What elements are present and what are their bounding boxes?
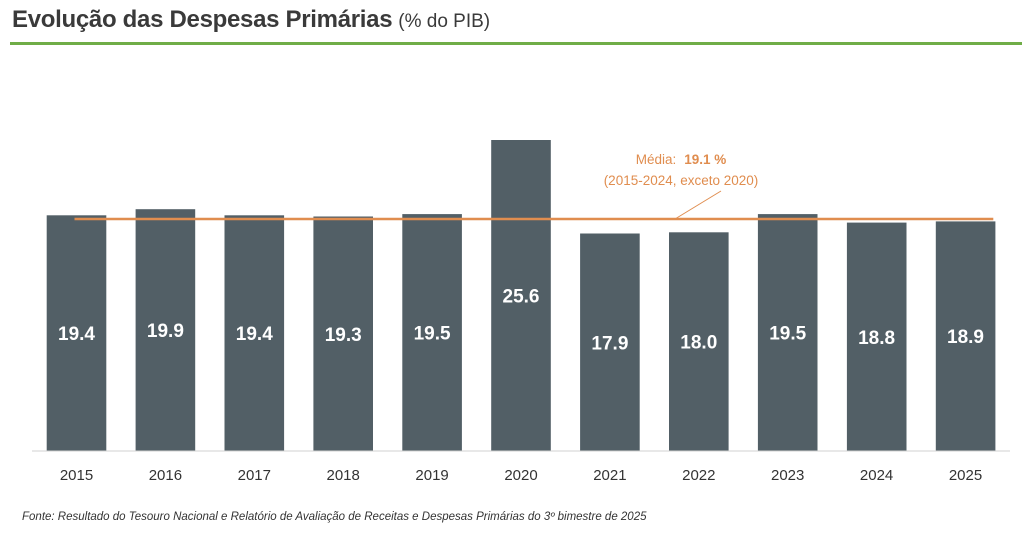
bar-value-label: 18.0 [680, 333, 717, 354]
average-label-note: (2015-2024, exceto 2020) [604, 173, 759, 188]
x-tick-label: 2025 [949, 467, 982, 484]
x-tick-label: 2022 [682, 467, 715, 484]
bar-2022 [669, 232, 729, 451]
x-tick-label: 2021 [593, 467, 626, 484]
bar-value-label: 19.9 [147, 321, 184, 342]
x-tick-label: 2017 [238, 467, 271, 484]
source-note: Fonte: Resultado do Tesouro Nacional e R… [22, 511, 647, 523]
bar-value-label: 19.4 [236, 324, 273, 345]
bar-value-label: 19.3 [325, 325, 362, 346]
x-tick-label: 2024 [860, 467, 893, 484]
bar-value-label: 25.6 [503, 287, 540, 308]
title-underline [10, 42, 1022, 45]
x-tick-label: 2016 [149, 467, 182, 484]
average-label: Média: 19.1 % [636, 152, 727, 167]
bar-2017 [224, 215, 285, 451]
x-tick-label: 2023 [771, 467, 804, 484]
bar-2020 [491, 140, 551, 451]
bar-2023 [757, 214, 818, 451]
chart-header: Evolução das Despesas Primárias (% do PIB… [12, 6, 1022, 44]
bars-group: 19.4 19.9 19.4 19.3 19.5 25.6 17.9 18.0 19.5 18.8… [46, 140, 996, 451]
bar-2021 [580, 233, 640, 451]
chart-subtitle: (% do PIB) [398, 11, 491, 32]
bar-value-label: 19.4 [58, 324, 95, 345]
x-tick-label: 2020 [504, 467, 537, 484]
x-tick-labels: 2015 2016 2017 2018 2019 2020 2021 2022 2023 2024… [60, 467, 982, 484]
bar-value-label: 17.9 [591, 333, 628, 354]
average-leader-line [674, 190, 722, 220]
bar-value-label: 18.9 [947, 327, 984, 348]
bar-chart: 19.4 19.9 19.4 19.3 19.5 25.6 17.9 18.0 19.5 18.8… [32, 140, 1010, 484]
bar-2019 [402, 214, 462, 451]
chart-title: Evolução das Despesas Primárias [12, 6, 393, 33]
bar-value-label: 18.8 [858, 328, 895, 349]
x-tick-label: 2019 [415, 467, 448, 484]
average-label-value: 19.1 % [684, 152, 726, 167]
bar-value-label: 19.5 [414, 324, 451, 345]
average-label-prefix: Média: [636, 152, 677, 167]
bar-value-label: 19.5 [769, 324, 806, 345]
bar-2018 [313, 216, 373, 451]
x-tick-label: 2015 [60, 467, 93, 484]
x-tick-label: 2018 [327, 467, 360, 484]
bar-2024 [846, 222, 907, 451]
bar-2025 [935, 221, 996, 451]
bar-2015 [46, 215, 107, 451]
bar-2016 [135, 209, 196, 451]
